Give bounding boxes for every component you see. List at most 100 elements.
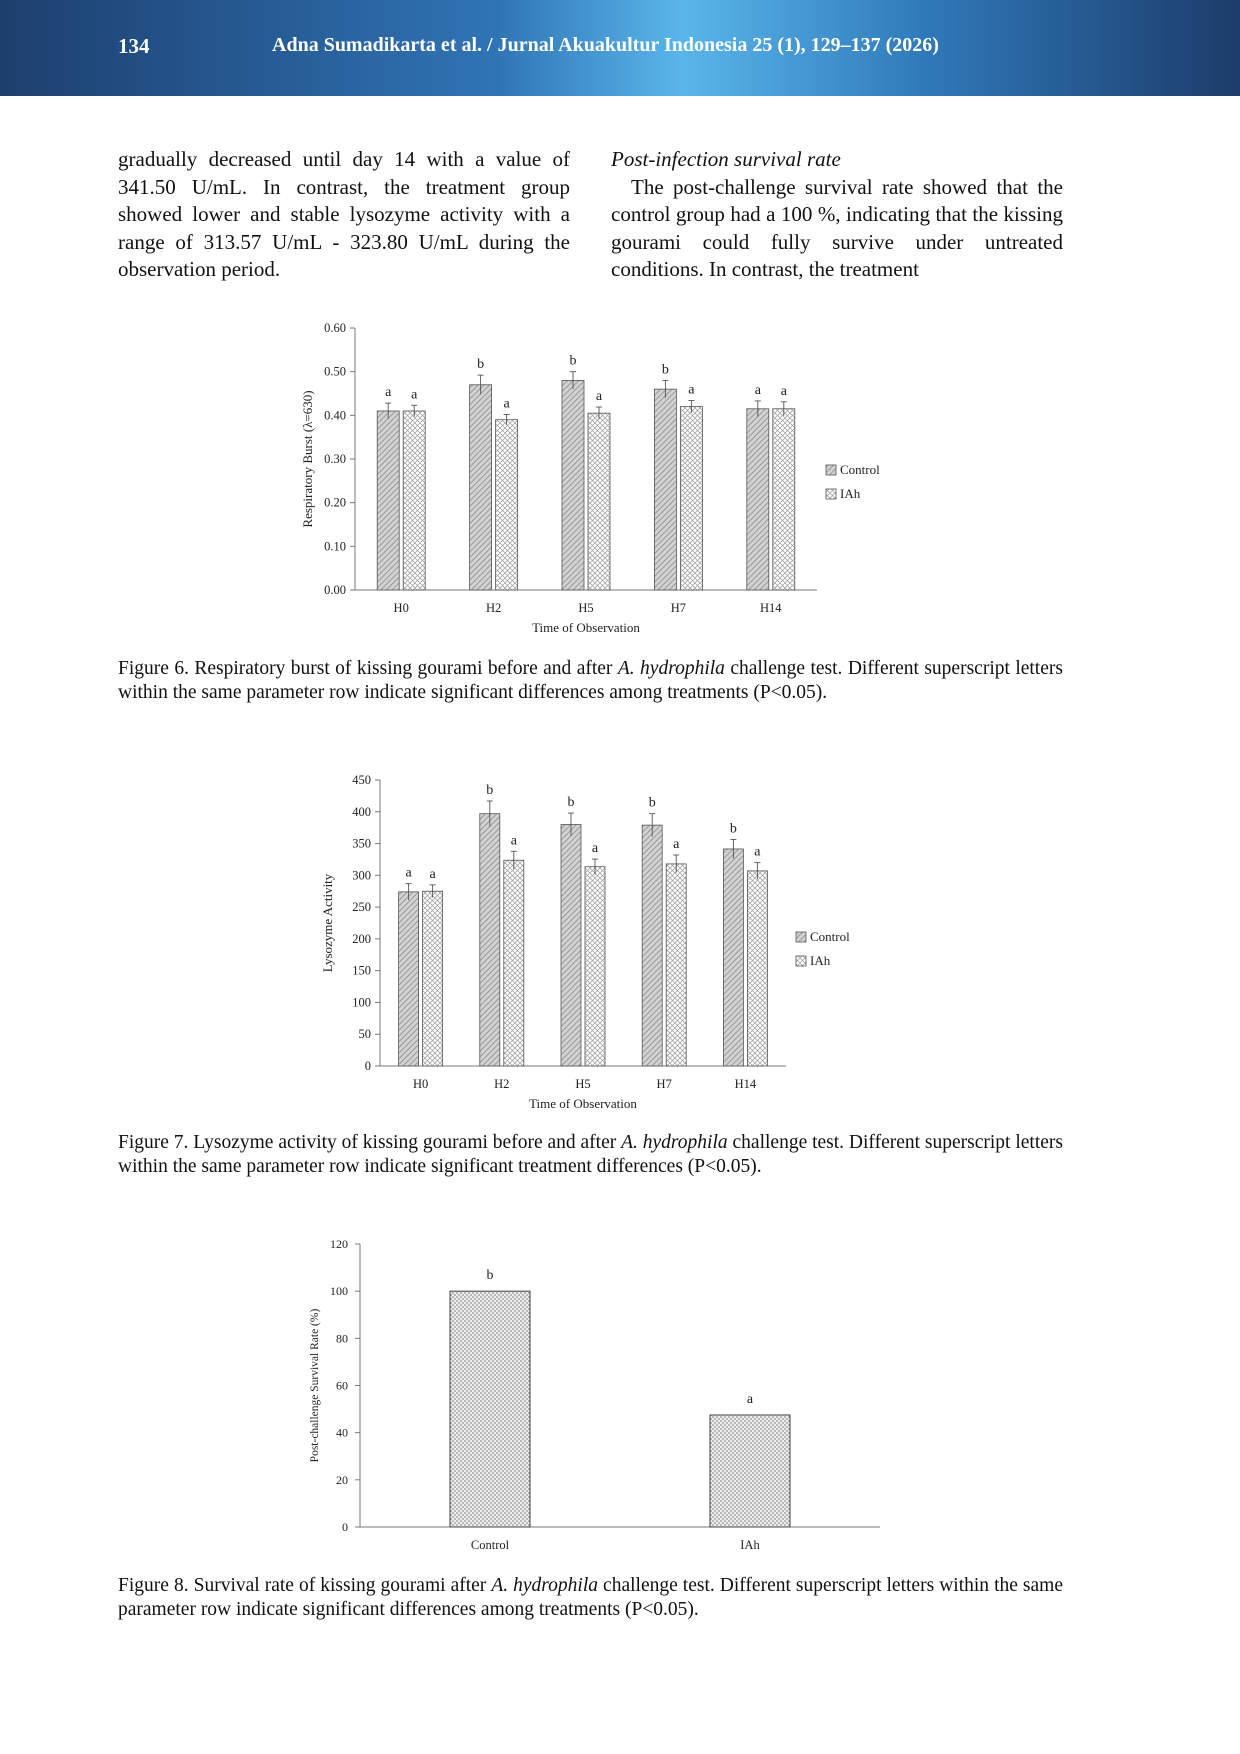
bar-control <box>376 410 400 591</box>
body-paragraph: The post-challenge survival rate showed … <box>611 174 1063 282</box>
legend-swatch <box>795 931 807 943</box>
figure-8-caption: Figure 8. Survival rate of kissing goura… <box>118 1575 1063 1620</box>
bar-iah <box>665 863 687 1067</box>
bar-control <box>560 824 582 1067</box>
left-column: gradually decreased until day 14 with a … <box>118 146 570 284</box>
y-tick-label: 120 <box>330 1237 348 1251</box>
significance-letter: a <box>755 383 762 398</box>
x-tick-label: H7 <box>671 601 686 615</box>
y-tick-label: 100 <box>330 1284 348 1298</box>
x-tick-label: H2 <box>486 601 501 615</box>
bar-iah <box>402 410 426 591</box>
figure-6-chart: 0.00 0.10 0.20 0.30 0.40 0.50 0.60 Respiratory … <box>300 321 880 635</box>
x-tick-label: H5 <box>578 601 593 615</box>
x-tick-label: IAh <box>740 1538 760 1552</box>
y-tick-label: 0.10 <box>324 539 346 553</box>
y-tick-label: 60 <box>336 1379 348 1393</box>
significance-letter: b <box>486 783 493 798</box>
y-tick-label: 0.40 <box>324 408 346 422</box>
y-axis-label: Respiratory Burst (λ=630) <box>300 390 315 527</box>
y-axis-label: Lysozyme Activity <box>320 873 335 972</box>
running-head: Adna Sumadikarta et al. / Jurnal Akuakul… <box>272 34 939 56</box>
x-axis-label: Time of Observation <box>532 620 640 635</box>
y-tick-label: 0 <box>365 1059 371 1073</box>
page-header: 134 Adna Sumadikarta et al. / Jurnal Aku… <box>0 0 1240 96</box>
y-tick-label: 20 <box>336 1473 348 1487</box>
significance-letter: a <box>592 841 599 856</box>
significance-letter: a <box>503 396 510 411</box>
bar-iah <box>422 890 443 1067</box>
bar-iah <box>709 1414 791 1528</box>
x-tick-label: H14 <box>760 601 782 615</box>
bar-control <box>398 891 419 1067</box>
y-tick-label: 0.60 <box>324 321 346 335</box>
legend-label: IAh <box>840 486 861 501</box>
significance-letter: b <box>570 354 577 369</box>
significance-letter: a <box>511 833 518 848</box>
significance-letter: b <box>568 795 575 810</box>
y-tick-label: 0.30 <box>324 452 346 466</box>
significance-letter: b <box>662 362 669 377</box>
y-tick-label: 150 <box>352 964 371 978</box>
x-tick-label: H7 <box>657 1077 672 1091</box>
bar-iah <box>587 412 611 591</box>
significance-letter: a <box>596 389 603 404</box>
bar-iah <box>584 866 606 1067</box>
y-tick-label: 100 <box>352 995 371 1009</box>
bar-iah <box>772 408 796 591</box>
bar-control <box>561 380 585 591</box>
bar-iah <box>679 406 703 591</box>
x-tick-label: H14 <box>735 1077 757 1091</box>
significance-letter: a <box>673 837 680 852</box>
right-column: Post-infection survival rate The post-ch… <box>611 146 1063 284</box>
bar-control <box>469 384 493 591</box>
legend-label: Control <box>810 929 850 944</box>
significance-letter: a <box>754 845 761 860</box>
bar-control <box>746 408 770 591</box>
y-tick-label: 40 <box>336 1426 348 1440</box>
y-tick-label: 200 <box>352 932 371 946</box>
x-tick-label: H0 <box>394 601 409 615</box>
figure-8-chart: 0 20 40 60 80 100 120 Post-challenge Survival R… <box>309 1237 880 1552</box>
x-axis-label: Time of Observation <box>529 1096 637 1111</box>
x-tick-label: H5 <box>575 1077 590 1091</box>
significance-letter: a <box>688 382 695 397</box>
bar-control <box>479 813 501 1067</box>
section-subheading: Post-infection survival rate <box>611 147 841 171</box>
legend-swatch <box>825 464 837 476</box>
bar-iah <box>746 870 768 1067</box>
legend-label: IAh <box>810 953 831 968</box>
bar-iah <box>503 859 525 1067</box>
bar-control <box>722 848 744 1067</box>
y-tick-label: 0 <box>342 1520 348 1534</box>
bar-control <box>641 824 663 1067</box>
significance-letter: b <box>730 821 737 836</box>
significance-letter: a <box>429 867 436 882</box>
y-tick-label: 300 <box>352 868 371 882</box>
significance-letter: b <box>477 357 484 372</box>
significance-letter: a <box>411 387 418 402</box>
significance-letter: a <box>405 866 412 881</box>
figure-6-caption: Figure 6. Respiratory burst of kissing g… <box>118 658 1063 703</box>
legend-swatch <box>795 955 807 967</box>
legend-swatch <box>825 488 837 500</box>
significance-letter: a <box>747 1392 754 1407</box>
legend-label: Control <box>840 462 880 477</box>
y-tick-label: 250 <box>352 900 371 914</box>
y-tick-label: 0.00 <box>324 583 346 597</box>
x-tick-label: Control <box>471 1538 510 1552</box>
y-tick-label: 0.20 <box>324 496 346 510</box>
significance-letter: b <box>649 796 656 811</box>
y-tick-label: 50 <box>359 1027 372 1041</box>
body-paragraph: gradually decreased until day 14 with a … <box>118 147 570 282</box>
y-tick-label: 80 <box>336 1331 348 1345</box>
figure-7-caption: Figure 7. Lysozyme activity of kissing g… <box>118 1132 1063 1177</box>
bar-control <box>449 1290 531 1528</box>
y-tick-label: 0.50 <box>324 365 346 379</box>
x-tick-label: H2 <box>494 1077 509 1091</box>
y-tick-label: 350 <box>352 837 371 851</box>
bar-iah <box>495 419 519 591</box>
bar-control <box>653 388 677 591</box>
page-number: 134 <box>118 34 150 58</box>
significance-letter: a <box>385 385 392 400</box>
